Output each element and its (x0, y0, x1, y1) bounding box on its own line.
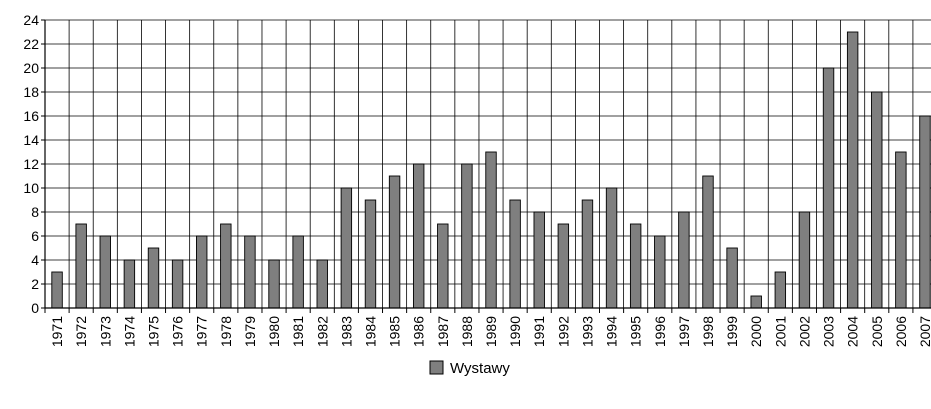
x-tick-label: 2007 (917, 316, 931, 347)
x-tick-label: 2000 (748, 316, 764, 347)
x-tick-label: 1983 (338, 316, 354, 347)
bar-1993 (581, 199, 594, 309)
x-tick-label: 2001 (772, 316, 788, 347)
x-tick-label: 1972 (73, 316, 89, 347)
x-tick-label: 1993 (579, 316, 595, 347)
y-tick-label: 6 (31, 228, 39, 244)
bar-1973 (99, 235, 111, 309)
y-tick-label: 22 (23, 36, 39, 52)
y-tick-label: 0 (31, 300, 39, 316)
bar-2006 (895, 151, 907, 309)
y-tick-label: 4 (31, 252, 39, 268)
bar-2007 (919, 115, 931, 309)
bar-1983 (340, 187, 353, 309)
bar-2001 (774, 271, 787, 309)
x-tick-label: 1997 (676, 316, 692, 347)
x-tick-label: 1985 (387, 316, 403, 347)
x-tick-label: 1980 (266, 316, 282, 347)
bar-1982 (316, 259, 328, 309)
bar-1974 (123, 259, 136, 309)
bar-1971 (51, 271, 63, 309)
x-tick-label: 1971 (49, 316, 65, 347)
x-tick-label: 2005 (869, 316, 885, 347)
bar-1986 (412, 163, 425, 309)
bar-2003 (822, 67, 835, 309)
x-tick-label: 2004 (845, 316, 861, 347)
x-tick-label: 1987 (435, 316, 451, 347)
y-tick-label: 16 (23, 108, 39, 124)
bar-1995 (629, 223, 642, 309)
x-tick-labels: 1971 1972 1973 1974 1975 1976 1977 1978 1979 1980… (49, 316, 931, 347)
bar-1991 (533, 211, 545, 309)
bar-1992 (557, 223, 570, 309)
x-tick-label: 1991 (531, 316, 547, 347)
legend-label: Wystawy (450, 360, 510, 377)
x-tick-label: 1988 (459, 316, 475, 347)
bar-1999 (726, 247, 738, 309)
x-tick-label: 1999 (724, 316, 740, 347)
bar-1976 (171, 259, 184, 309)
x-tick-label: 1976 (170, 316, 186, 347)
x-tick-label: 2003 (821, 316, 837, 347)
x-tick-label: 2002 (796, 316, 812, 347)
x-tick-label: 1994 (604, 316, 620, 347)
bar-1996 (654, 235, 666, 309)
bar-1981 (292, 235, 304, 309)
y-tick-label: 8 (31, 204, 39, 220)
bar-1989 (485, 151, 497, 309)
bar-1985 (388, 175, 401, 309)
bar-1990 (509, 199, 521, 309)
bar-2004 (846, 31, 859, 309)
x-tick-label: 1996 (652, 316, 668, 347)
x-tick-label: 1986 (411, 316, 427, 347)
legend: Wystawy (429, 360, 510, 377)
legend-swatch (429, 360, 444, 375)
y-tick-label: 10 (23, 180, 39, 196)
x-tick-label: 1975 (145, 316, 161, 347)
bar-1980 (268, 259, 280, 309)
y-tick-label: 18 (23, 84, 39, 100)
bar-1987 (437, 223, 449, 309)
bar-1977 (196, 235, 208, 309)
x-tick-label: 1977 (194, 316, 210, 347)
x-tick-label: 2006 (893, 316, 909, 347)
bar-1988 (461, 163, 473, 309)
y-tick-label: 14 (23, 132, 39, 148)
x-tick-label: 1973 (97, 316, 113, 347)
bar-2002 (798, 211, 811, 309)
axes (41, 19, 931, 313)
y-tick-label: 12 (23, 156, 39, 172)
x-tick-label: 1998 (700, 316, 716, 347)
bar-1984 (364, 199, 377, 309)
x-tick-label: 1989 (483, 316, 499, 347)
bar-2000 (750, 295, 762, 309)
bars (51, 31, 931, 309)
x-tick-label: 1992 (555, 316, 571, 347)
x-tick-label: 1974 (121, 316, 137, 347)
x-tick-label: 1982 (314, 316, 330, 347)
y-tick-label: 20 (23, 60, 39, 76)
x-tick-label: 1995 (628, 316, 644, 347)
bar-1975 (147, 247, 160, 309)
x-tick-label: 1984 (362, 316, 378, 347)
y-tick-label: 24 (23, 12, 39, 28)
y-tick-label: 2 (31, 276, 39, 292)
bar-2005 (871, 91, 883, 309)
bar-1972 (75, 223, 87, 309)
bar-1997 (678, 211, 690, 309)
bar-1998 (702, 175, 714, 309)
x-tick-label: 1981 (290, 316, 306, 347)
bar-1994 (605, 187, 618, 309)
x-tick-label: 1978 (218, 316, 234, 347)
x-tick-label: 1990 (507, 316, 523, 347)
x-tick-label: 1979 (242, 316, 258, 347)
bar-1979 (244, 235, 256, 309)
bar-1978 (220, 223, 232, 309)
